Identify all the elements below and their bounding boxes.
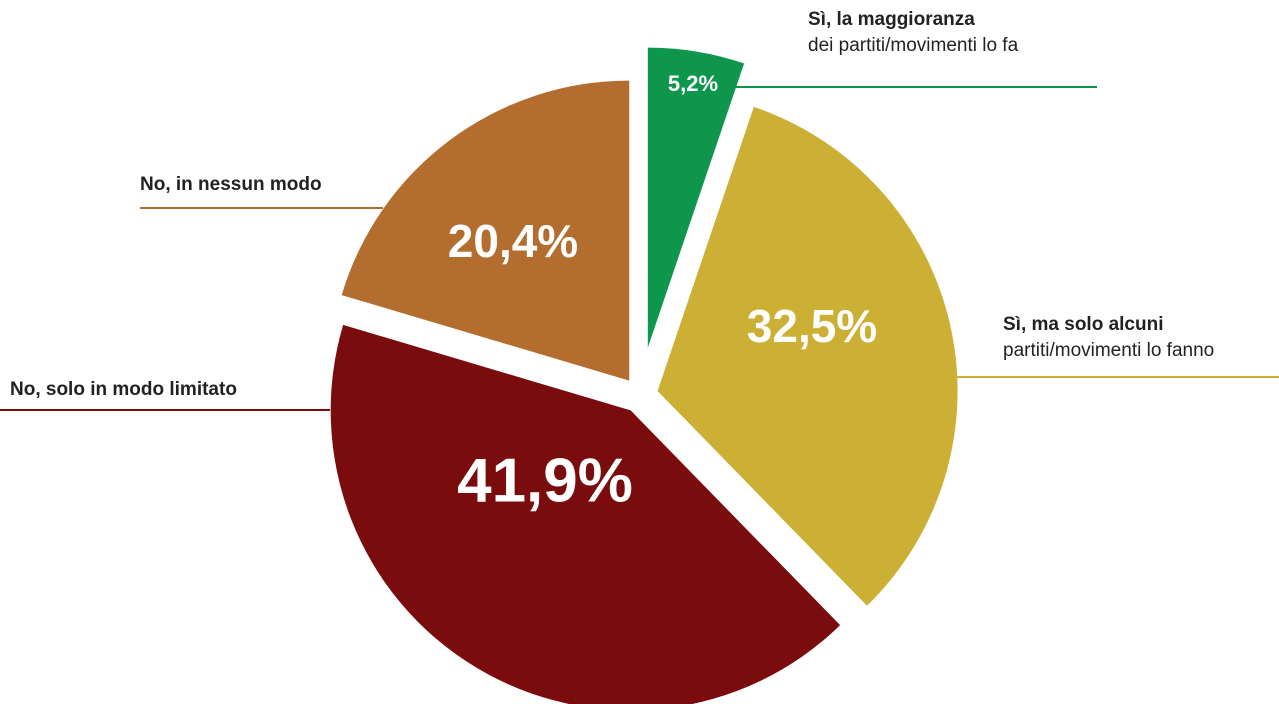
value-label: 32,5% (747, 300, 877, 352)
category-label: Sì, la maggioranza (808, 9, 975, 30)
value-label: 5,2% (668, 71, 718, 96)
value-label: 20,4% (448, 215, 578, 267)
value-label: 41,9% (457, 446, 633, 515)
category-label: Sì, ma solo alcuni (1003, 314, 1164, 335)
category-note: dei partiti/movimenti lo fa (808, 35, 1019, 56)
category-note: partiti/movimenti lo fanno (1003, 340, 1214, 361)
pie-slice (657, 106, 958, 606)
pie-slice (341, 80, 630, 381)
category-label: No, solo in modo limitato (10, 379, 237, 400)
pie-slice (330, 324, 841, 704)
category-label: No, in nessun modo (140, 174, 322, 195)
pie-slice (647, 47, 745, 348)
